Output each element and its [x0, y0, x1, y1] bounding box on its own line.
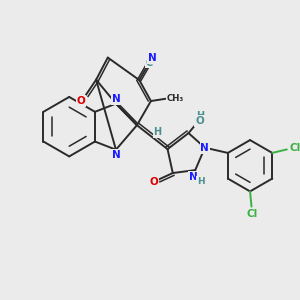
Text: C: C	[146, 58, 153, 68]
Text: H: H	[197, 177, 204, 186]
Text: H: H	[196, 111, 204, 121]
Text: O: O	[195, 116, 204, 126]
Text: O: O	[149, 177, 158, 187]
Text: N: N	[188, 172, 197, 182]
Text: N: N	[200, 143, 209, 153]
Text: H: H	[153, 127, 162, 137]
Text: N: N	[148, 53, 156, 63]
Text: N: N	[112, 94, 120, 104]
Text: O: O	[76, 96, 85, 106]
Text: Cl: Cl	[290, 143, 300, 153]
Text: Cl: Cl	[247, 209, 258, 219]
Text: CH₃: CH₃	[167, 94, 184, 103]
Text: N: N	[112, 150, 120, 160]
